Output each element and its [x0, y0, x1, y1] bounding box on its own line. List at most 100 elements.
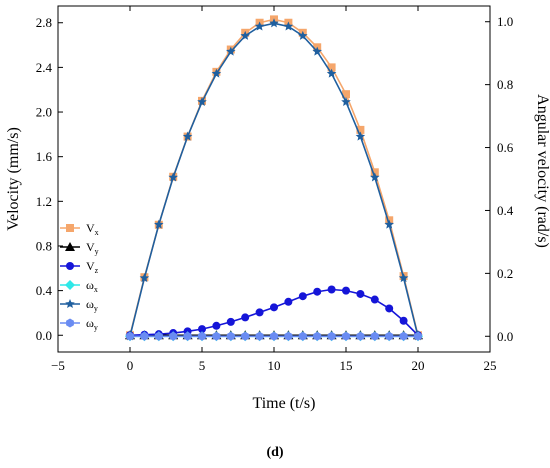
data-point-series-0 — [370, 168, 379, 177]
data-point-series-5 — [140, 331, 149, 341]
data-point-series-4 — [211, 68, 222, 78]
data-point-series-4 — [240, 30, 250, 40]
y-left-axis-title: Velocity (mm/s) — [5, 127, 22, 231]
data-point-series-4 — [312, 46, 322, 56]
data-point-series-4 — [283, 21, 294, 31]
x-tick-label: 20 — [412, 358, 425, 373]
data-point-series-5 — [342, 331, 350, 341]
data-point-series-4 — [269, 18, 279, 28]
y-left-tick-label: 2.0 — [36, 105, 52, 120]
x-tick-label: 5 — [199, 358, 206, 373]
legend-label: ωy — [86, 316, 98, 332]
data-point-series-2 — [212, 321, 221, 330]
data-point-series-5 — [327, 331, 336, 341]
data-point-series-5 — [183, 331, 192, 341]
data-point-series-4 — [355, 131, 366, 141]
data-point-series-4 — [341, 96, 351, 106]
y-left-tick-label: 1.6 — [36, 149, 53, 164]
data-point-series-5 — [241, 331, 250, 341]
data-point-series-0 — [356, 125, 365, 134]
x-tick-label: 25 — [484, 358, 497, 373]
data-point-series-4 — [197, 96, 207, 106]
x-tick-label: 0 — [127, 358, 134, 373]
legend-label: ωx — [86, 278, 98, 294]
y-left-tick-label: 1.2 — [36, 194, 52, 209]
data-point-series-2 — [385, 304, 394, 313]
y-right-tick-label: 0.0 — [497, 329, 513, 344]
data-point-series-5 — [356, 331, 365, 341]
legend-label: Vy — [86, 240, 99, 256]
legend-marker — [65, 299, 75, 309]
legend-marker — [66, 224, 74, 232]
data-point-series-4 — [370, 172, 380, 182]
legend-marker — [66, 318, 74, 328]
data-point-series-5 — [370, 331, 379, 341]
y-right-tick-label: 0.2 — [497, 266, 513, 281]
panel-caption: (d) — [266, 445, 283, 460]
data-point-series-2 — [255, 308, 264, 317]
legend-marker — [66, 262, 74, 270]
data-point-series-2 — [298, 292, 307, 301]
legend-marker — [65, 280, 75, 290]
data-point-series-5 — [385, 331, 394, 341]
data-point-series-4 — [182, 131, 193, 141]
legend-label: ωy — [86, 297, 98, 313]
y-left-tick-label: 0.0 — [36, 328, 52, 343]
data-point-series-2 — [270, 303, 278, 312]
data-point-series-5 — [126, 331, 134, 341]
legend-label: Vx — [86, 221, 99, 237]
data-point-series-4 — [226, 46, 236, 56]
data-point-series-2 — [327, 285, 336, 294]
data-point-series-4 — [326, 68, 337, 78]
data-point-series-2 — [370, 295, 379, 304]
data-point-series-4 — [168, 172, 178, 182]
data-point-series-4 — [398, 273, 409, 283]
data-point-series-5 — [298, 331, 307, 341]
y-right-tick-label: 0.4 — [497, 203, 514, 218]
data-point-series-4 — [139, 273, 150, 283]
data-point-series-5 — [154, 331, 163, 341]
data-point-series-2 — [284, 297, 293, 306]
data-point-series-5 — [255, 331, 264, 341]
data-point-series-2 — [226, 317, 235, 326]
y-left-tick-label: 2.8 — [36, 15, 52, 30]
data-point-series-4 — [298, 30, 308, 40]
data-point-series-5 — [414, 331, 422, 341]
data-point-series-4 — [154, 219, 164, 229]
x-tick-label: −5 — [51, 358, 65, 373]
x-axis-title: Time (t/s) — [253, 395, 316, 412]
y-right-tick-label: 1.0 — [497, 14, 513, 29]
plot-frame — [57, 5, 491, 353]
y-right-tick-label: 0.6 — [497, 140, 514, 155]
data-point-series-5 — [284, 331, 293, 341]
data-point-series-2 — [356, 289, 365, 298]
series-line-4 — [129, 22, 419, 337]
data-point-series-2 — [241, 313, 250, 322]
legend-marker — [65, 242, 75, 251]
y-right-axis-title: Angular velocity (rad/s) — [534, 94, 550, 248]
y-right-tick-label: 0.8 — [497, 77, 513, 92]
y-left-tick-label: 2.4 — [36, 60, 53, 75]
data-point-series-2 — [399, 316, 408, 325]
data-point-series-5 — [226, 331, 235, 341]
data-point-series-5 — [399, 331, 408, 341]
data-point-series-2 — [342, 286, 350, 295]
y-left-tick-label: 0.4 — [36, 283, 53, 298]
y-left-tick-label: 0.8 — [36, 238, 52, 253]
data-point-series-5 — [270, 331, 278, 341]
x-tick-label: 15 — [340, 358, 353, 373]
data-point-series-5 — [169, 331, 178, 341]
data-point-series-2 — [198, 325, 206, 334]
data-point-series-4 — [254, 21, 265, 31]
legend-label: Vz — [86, 259, 99, 275]
data-point-series-5 — [313, 331, 322, 341]
data-point-series-0 — [342, 90, 350, 99]
data-point-series-5 — [198, 331, 206, 341]
data-point-series-0 — [327, 63, 336, 72]
data-point-series-5 — [212, 331, 221, 341]
data-point-series-4 — [384, 219, 394, 229]
data-point-series-2 — [313, 287, 322, 296]
x-tick-label: 10 — [268, 358, 281, 373]
